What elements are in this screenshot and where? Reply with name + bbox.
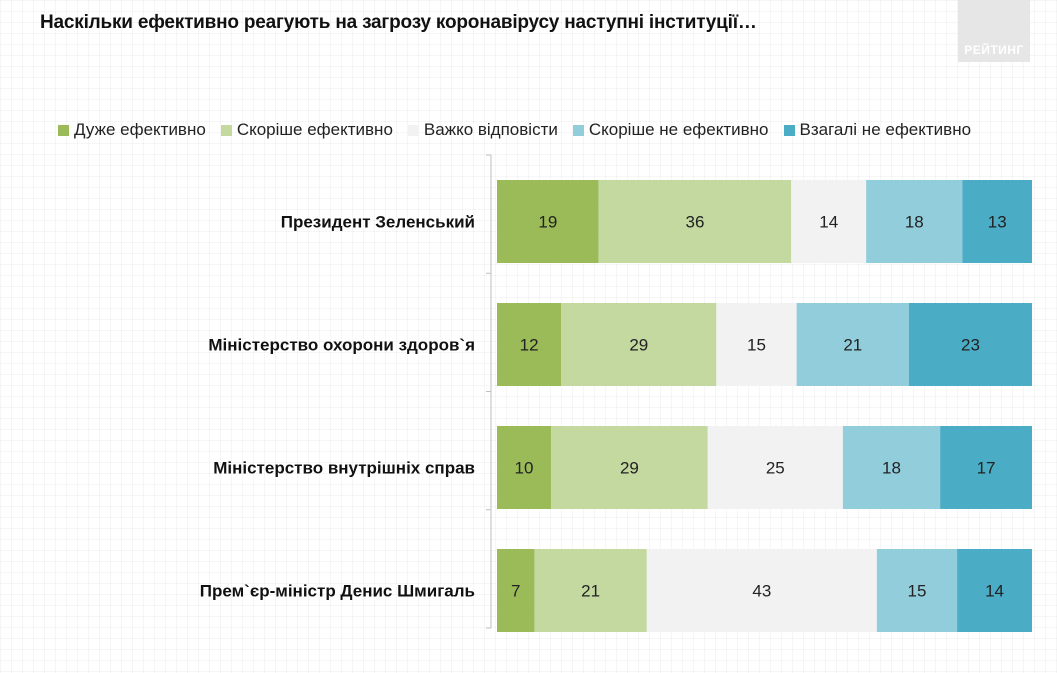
bar-segment <box>497 426 552 509</box>
category-label: Прем`єр-міністр Денис Шмигаль <box>200 582 475 601</box>
bar-segment <box>957 549 1032 632</box>
data-label: 15 <box>747 336 766 355</box>
data-label: 29 <box>620 459 639 478</box>
data-label: 12 <box>520 336 539 355</box>
data-label: 19 <box>538 213 557 232</box>
chart-title: Наскільки ефективно реагують на загрозу … <box>40 12 757 33</box>
legend-label: Скоріше ефективно <box>236 120 393 139</box>
bar-segment <box>646 549 877 632</box>
brand-logo: РЕЙТИНГ <box>958 0 1030 62</box>
data-label: 36 <box>685 213 704 232</box>
data-label: 14 <box>819 213 838 232</box>
data-label: 25 <box>766 459 785 478</box>
data-label: 18 <box>882 459 901 478</box>
legend-item-hard-to-say: Важко відповісти <box>407 120 558 140</box>
legend-swatch <box>783 124 795 136</box>
bar-segment <box>796 303 909 386</box>
legend-label: Дуже ефективно <box>74 120 206 139</box>
data-label: 13 <box>988 213 1007 232</box>
bar-segment <box>962 180 1032 263</box>
bar-segment <box>940 426 1032 509</box>
bar-segment <box>598 180 792 263</box>
bar-segment <box>551 426 708 509</box>
data-label: 21 <box>843 336 862 355</box>
category-label: Міністерство внутрішніх справ <box>213 459 475 478</box>
data-label: 14 <box>985 582 1004 601</box>
legend-swatch <box>220 124 232 136</box>
data-label: 18 <box>905 213 924 232</box>
legend-swatch <box>407 124 419 136</box>
brand-logo-text: РЕЙТИНГ <box>964 43 1024 57</box>
bar-segment <box>791 180 867 263</box>
legend-item-very-effective: Дуже ефективно <box>58 120 206 140</box>
legend-label: Взагалі не ефективно <box>799 120 972 139</box>
legend-label: Скоріше не ефективно <box>588 120 769 139</box>
bar-segment <box>497 180 599 263</box>
legend-swatch <box>58 124 69 136</box>
stacked-bar-chart: 19 36 14 18 13 Президент Зеленський 12 29 15 21 23… <box>200 154 1032 632</box>
data-label: 7 <box>511 582 520 601</box>
category-label: Міністерство охорони здоров`я <box>208 336 475 355</box>
data-label: 21 <box>581 582 600 601</box>
data-label: 10 <box>515 459 534 478</box>
bar-segment <box>497 303 562 386</box>
legend-label: Важко відповісти <box>423 120 558 139</box>
bar-segment <box>716 303 797 386</box>
bar-segment <box>561 303 717 386</box>
legend-swatch <box>572 124 584 136</box>
bar-segment <box>908 303 1032 386</box>
data-label: 17 <box>977 459 996 478</box>
data-label: 23 <box>961 336 980 355</box>
legend-item-rather-effective: Скоріше ефективно <box>220 120 393 140</box>
legend-item-not-effective-at-all: Взагалі не ефективно <box>783 120 972 140</box>
legend-item-rather-not-effective: Скоріше не ефективно <box>572 120 769 140</box>
chart-legend: Дуже ефективно Скоріше ефективно Важко в… <box>58 119 986 141</box>
bar-segment <box>842 426 941 509</box>
bar-segment <box>866 180 963 263</box>
bar-segment <box>876 549 958 632</box>
data-label: 29 <box>629 336 648 355</box>
data-label: 43 <box>752 582 771 601</box>
bar-segment <box>497 549 535 632</box>
bar-segment <box>707 426 843 509</box>
bar-segment <box>534 549 647 632</box>
data-label: 15 <box>908 582 927 601</box>
category-label: Президент Зеленський <box>281 213 475 232</box>
